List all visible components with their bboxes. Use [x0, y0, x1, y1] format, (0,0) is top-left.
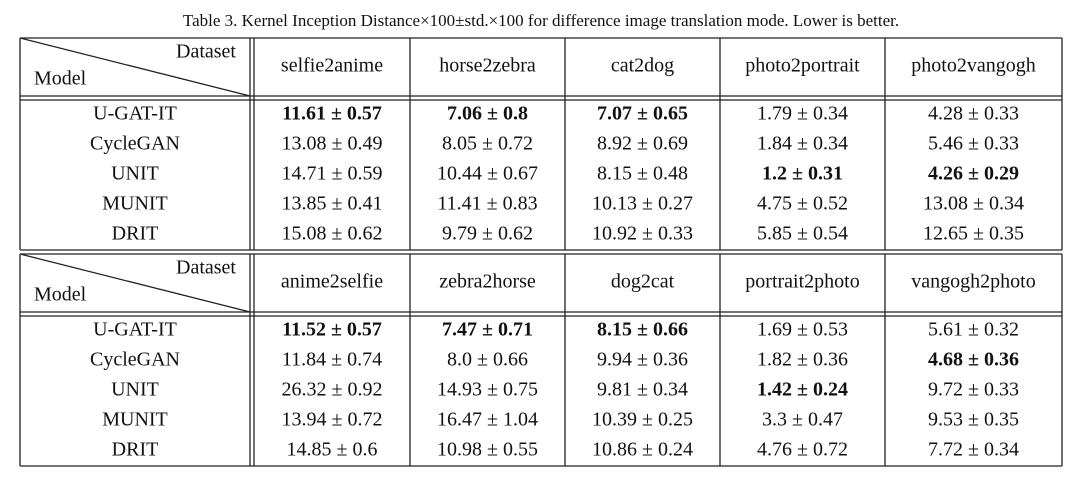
column-header: cat2dog — [611, 55, 674, 77]
column-header: selfie2anime — [281, 55, 383, 77]
score-cell: 8.15 ± 0.66 — [597, 319, 688, 341]
column-header: vangogh2photo — [911, 271, 1035, 293]
score-cell: 9.53 ± 0.35 — [928, 409, 1019, 431]
score-cell: 7.07 ± 0.65 — [597, 103, 688, 125]
score-cell: 4.76 ± 0.72 — [757, 439, 848, 461]
score-cell: 1.84 ± 0.34 — [757, 133, 848, 155]
score-cell: 13.08 ± 0.34 — [923, 193, 1024, 215]
score-cell: 11.84 ± 0.74 — [282, 349, 382, 371]
score-cell: 1.2 ± 0.31 — [762, 163, 843, 185]
score-cell: 8.15 ± 0.48 — [597, 163, 688, 185]
column-header: anime2selfie — [281, 271, 383, 293]
score-cell: 11.61 ± 0.57 — [282, 103, 382, 125]
model-name: UNIT — [111, 379, 159, 401]
score-cell: 4.26 ± 0.29 — [928, 163, 1019, 185]
model-name: CycleGAN — [90, 349, 180, 371]
score-cell: 14.93 ± 0.75 — [437, 379, 538, 401]
column-header: portrait2photo — [745, 271, 859, 293]
score-cell: 13.85 ± 0.41 — [282, 193, 383, 215]
score-cell: 1.42 ± 0.24 — [757, 379, 848, 401]
score-cell: 8.05 ± 0.72 — [442, 133, 533, 155]
score-cell: 9.79 ± 0.62 — [442, 223, 533, 245]
column-header: horse2zebra — [439, 55, 536, 77]
model-name: CycleGAN — [90, 133, 180, 155]
score-cell: 1.82 ± 0.36 — [757, 349, 848, 371]
score-cell: 11.52 ± 0.57 — [282, 319, 382, 341]
model-name: DRIT — [112, 439, 159, 461]
score-cell: 5.85 ± 0.54 — [757, 223, 848, 245]
row-label: Model — [34, 68, 87, 90]
score-cell: 10.44 ± 0.67 — [437, 163, 538, 185]
score-cell: 10.98 ± 0.55 — [437, 439, 538, 461]
model-name: MUNIT — [102, 409, 168, 431]
score-cell: 12.65 ± 0.35 — [923, 223, 1024, 245]
score-cell: 10.13 ± 0.27 — [592, 193, 693, 215]
column-header: photo2vangogh — [911, 55, 1035, 77]
score-cell: 9.81 ± 0.34 — [597, 379, 688, 401]
score-cell: 26.32 ± 0.92 — [282, 379, 383, 401]
model-name: U-GAT-IT — [93, 319, 177, 341]
score-cell: 8.0 ± 0.66 — [447, 349, 528, 371]
score-cell: 4.28 ± 0.33 — [928, 103, 1019, 125]
score-cell: 3.3 ± 0.47 — [762, 409, 843, 431]
col-label: Dataset — [176, 257, 236, 279]
column-header: dog2cat — [611, 271, 675, 293]
score-cell: 1.69 ± 0.53 — [757, 319, 848, 341]
score-cell: 14.71 ± 0.59 — [282, 163, 383, 185]
score-cell: 8.92 ± 0.69 — [597, 133, 688, 155]
column-header: photo2portrait — [745, 55, 860, 77]
score-cell: 10.39 ± 0.25 — [592, 409, 693, 431]
diagonal — [19, 253, 251, 313]
score-cell: 4.68 ± 0.36 — [928, 349, 1019, 371]
column-header: zebra2horse — [439, 271, 536, 293]
model-name: DRIT — [112, 223, 159, 245]
score-cell: 4.75 ± 0.52 — [757, 193, 848, 215]
score-cell: 9.94 ± 0.36 — [597, 349, 688, 371]
model-name: MUNIT — [102, 193, 168, 215]
model-name: UNIT — [111, 163, 159, 185]
col-label: Dataset — [176, 41, 236, 63]
score-cell: 5.61 ± 0.32 — [928, 319, 1019, 341]
score-cell: 13.08 ± 0.49 — [282, 133, 383, 155]
score-cell: 1.79 ± 0.34 — [757, 103, 848, 125]
score-cell: 15.08 ± 0.62 — [282, 223, 383, 245]
score-cell: 7.06 ± 0.8 — [447, 103, 528, 125]
table-caption: Table 3. Kernel Inception Distance×100±s… — [183, 11, 899, 30]
score-cell: 10.86 ± 0.24 — [592, 439, 693, 461]
model-name: U-GAT-IT — [93, 103, 177, 125]
row-label: Model — [34, 284, 87, 306]
score-cell: 7.72 ± 0.34 — [928, 439, 1019, 461]
score-cell: 7.47 ± 0.71 — [442, 319, 533, 341]
diagonal — [19, 37, 251, 97]
score-cell: 10.92 ± 0.33 — [592, 223, 693, 245]
score-cell: 16.47 ± 1.04 — [437, 409, 538, 431]
score-cell: 14.85 ± 0.6 — [287, 439, 378, 461]
score-cell: 5.46 ± 0.33 — [928, 133, 1019, 155]
score-cell: 11.41 ± 0.83 — [437, 193, 537, 215]
score-cell: 9.72 ± 0.33 — [928, 379, 1019, 401]
score-cell: 13.94 ± 0.72 — [282, 409, 383, 431]
